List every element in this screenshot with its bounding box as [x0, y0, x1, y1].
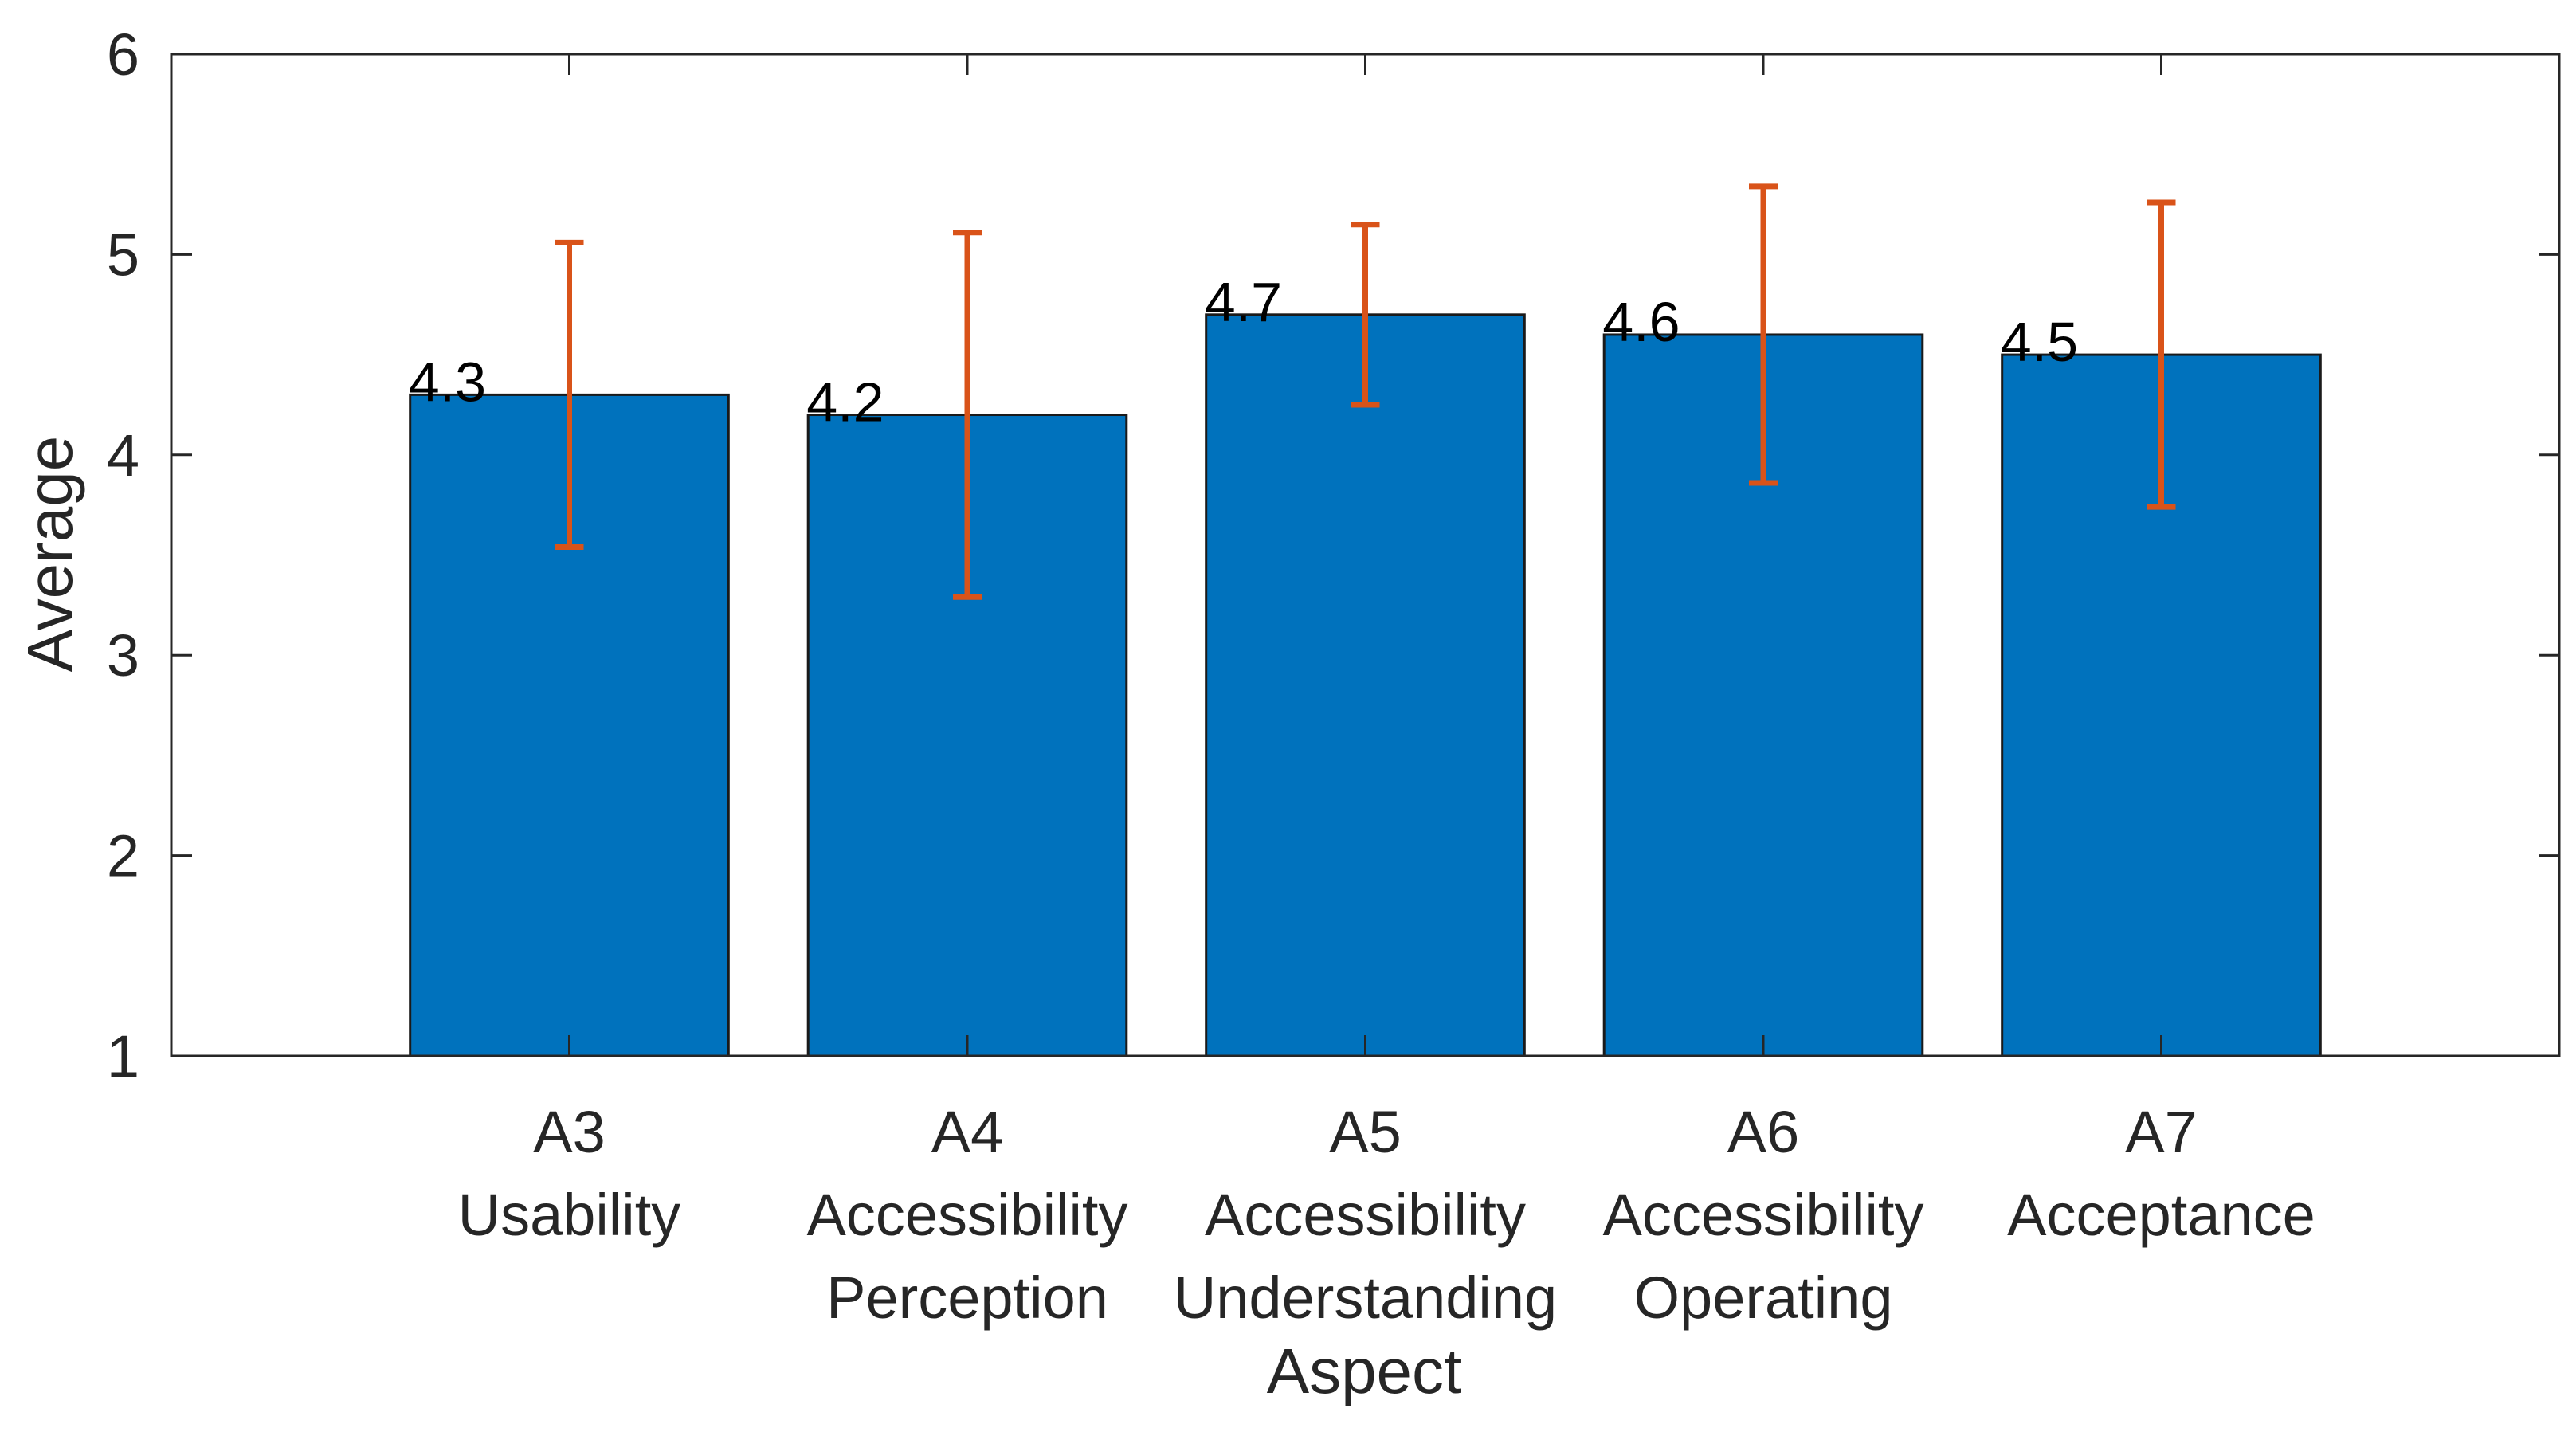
y-tick-label: 1	[107, 1023, 139, 1089]
x-tick-label-line: Understanding	[1174, 1265, 1557, 1331]
y-tick-label: 6	[107, 22, 139, 88]
y-tick-label: 5	[107, 222, 139, 288]
error-bar-a5	[1351, 222, 1380, 408]
x-tick-label-a6: A6 Accessibility Operating	[1603, 1099, 1924, 1331]
data-label-a3: 4.3	[409, 351, 486, 413]
x-tick-label-a7: A7 Acceptance	[2007, 1099, 2315, 1248]
data-label-a4: 4.2	[806, 371, 884, 434]
error-bar-a7	[2147, 199, 2176, 510]
x-tick-label-line: A5	[1329, 1099, 1402, 1165]
x-tick-label-line: Acceptance	[2007, 1182, 2315, 1248]
x-tick-label-line: Usability	[458, 1182, 681, 1248]
axes: 1 2 3 4 5 6 A3 Usability A4 Accessibility Percepti…	[107, 22, 2561, 1331]
x-tick-label-line: A7	[2125, 1099, 2198, 1165]
x-tick-label-line: Accessibility	[1205, 1182, 1526, 1248]
x-tick-label-line: Accessibility	[1603, 1182, 1924, 1248]
y-tick-label: 4	[107, 422, 139, 488]
x-tick-label-line: A3	[533, 1099, 606, 1165]
x-tick-label-a3: A3 Usability	[458, 1099, 681, 1248]
x-tick-label-a4: A4 Accessibility Perception	[807, 1099, 1128, 1331]
x-tick-label-line: Accessibility	[807, 1182, 1128, 1248]
error-bar-a4	[953, 230, 982, 600]
x-tick-label-line: A4	[931, 1099, 1004, 1165]
x-tick-label-line: Perception	[826, 1265, 1108, 1331]
data-label-a6: 4.6	[1602, 291, 1680, 353]
plot-area: 4.3 4.2 4.7 4.6 4.5	[409, 183, 2322, 1057]
data-label-a5: 4.7	[1205, 271, 1282, 333]
x-tick-label-a5: A5 Accessibility Understanding	[1174, 1099, 1557, 1331]
y-tick-label: 3	[107, 622, 139, 689]
data-label-a7: 4.5	[2001, 311, 2078, 373]
x-tick-label-line: Operating	[1634, 1265, 1893, 1331]
x-axis-title: Aspect	[1267, 1336, 1462, 1406]
error-bar-a3	[555, 239, 584, 550]
y-tick-label: 2	[107, 823, 139, 889]
x-tick-label-line: A6	[1727, 1099, 1800, 1165]
y-axis-title: Average	[14, 436, 85, 673]
error-bar-a6	[1749, 183, 1778, 486]
bar-a5	[1205, 313, 1526, 1057]
